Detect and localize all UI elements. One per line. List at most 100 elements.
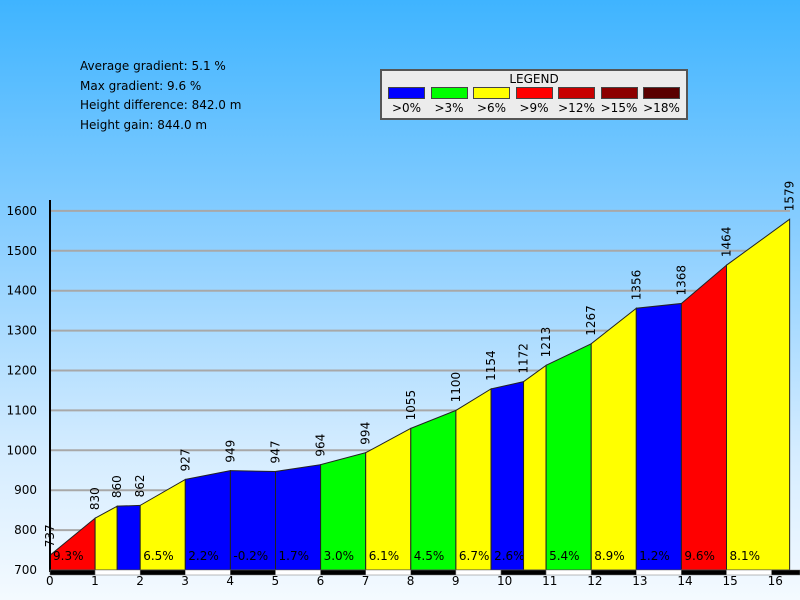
x-tick-label: 1 bbox=[91, 574, 99, 588]
legend-swatch bbox=[473, 87, 510, 99]
elevation-label: 1213 bbox=[539, 327, 553, 358]
segment-gradient-label: 4.5% bbox=[414, 549, 445, 563]
distance-bar-segment bbox=[365, 569, 412, 576]
gradient-segment bbox=[94, 505, 118, 571]
legend-swatch bbox=[600, 87, 638, 99]
elevation-label: 949 bbox=[223, 440, 237, 463]
legend-item: >3% bbox=[430, 87, 468, 115]
elevation-label: 1579 bbox=[783, 181, 797, 212]
distance-bar-segment bbox=[139, 569, 186, 576]
segment-gradient-label: 9.6% bbox=[684, 549, 715, 563]
segment-gradient-label: 6.7% bbox=[459, 549, 490, 563]
legend-label: >9% bbox=[519, 101, 549, 115]
legend-item: >6% bbox=[473, 87, 510, 115]
x-tick-label: 15 bbox=[723, 574, 738, 588]
distance-bar-segment bbox=[230, 569, 276, 576]
distance-bar-segment bbox=[49, 569, 96, 576]
legend-item: >0% bbox=[388, 87, 425, 115]
height-gain: Height gain: 844.0 m bbox=[80, 117, 208, 132]
legend-swatch bbox=[388, 87, 425, 99]
legend-label: >12% bbox=[558, 101, 595, 115]
distance-bar-segment bbox=[410, 569, 457, 576]
segment-gradient-label: 1.2% bbox=[639, 549, 670, 563]
x-tick-label: 6 bbox=[317, 574, 325, 588]
y-tick-label: 1000 bbox=[6, 443, 37, 457]
y-tick-label: 1100 bbox=[6, 403, 37, 417]
distance-bar-segment bbox=[185, 569, 231, 576]
elevation-label: 947 bbox=[269, 441, 283, 464]
elevation-label: 927 bbox=[178, 449, 192, 472]
legend-items: >0% >3% >6% >9% >12% >15% >18% bbox=[382, 87, 686, 115]
legend-label: >15% bbox=[600, 101, 638, 115]
distance-bar-segment bbox=[275, 569, 321, 576]
distance-bar-segment bbox=[455, 569, 502, 576]
x-tick-label: 16 bbox=[768, 574, 783, 588]
x-tick-label: 7 bbox=[362, 574, 370, 588]
legend-swatch bbox=[430, 87, 468, 99]
x-tick-label: 3 bbox=[181, 574, 189, 588]
elevation-label: 862 bbox=[133, 474, 147, 497]
elevation-label: 1154 bbox=[484, 350, 498, 381]
elevation-label: 1356 bbox=[629, 270, 643, 301]
gradient-segment bbox=[726, 218, 791, 571]
x-tick-label: 13 bbox=[632, 574, 647, 588]
x-tick-label: 11 bbox=[542, 574, 557, 588]
elevation-label: 964 bbox=[314, 434, 328, 457]
distance-bar-segment bbox=[94, 569, 141, 576]
x-tick-label: 8 bbox=[407, 574, 415, 588]
x-tick-label: 14 bbox=[677, 574, 692, 588]
max-gradient: Max gradient: 9.6 % bbox=[80, 78, 202, 93]
legend-item: >18% bbox=[643, 87, 680, 115]
segment-gradient-label: -0.2% bbox=[233, 549, 268, 563]
legend: LEGEND >0% >3% >6% >9% >12% >15% >18% bbox=[380, 69, 688, 120]
y-tick-label: 1400 bbox=[6, 284, 37, 298]
gradient-segment bbox=[635, 302, 682, 571]
segment-gradient-label: 1.7% bbox=[279, 549, 310, 563]
legend-swatch bbox=[515, 87, 553, 99]
x-tick-label: 5 bbox=[272, 574, 280, 588]
segment-gradient-label: 3.0% bbox=[324, 549, 355, 563]
elevation-label: 1267 bbox=[584, 305, 598, 336]
distance-bar-segment bbox=[320, 569, 366, 576]
x-tick-label: 2 bbox=[136, 574, 144, 588]
stats-panel: Average gradient: 5.1 % Max gradient: 9.… bbox=[80, 57, 241, 135]
gradient-segment bbox=[410, 409, 457, 571]
elevation-label: 994 bbox=[359, 422, 373, 445]
legend-label: >3% bbox=[434, 101, 464, 115]
gradient-segment bbox=[545, 342, 592, 571]
x-tick-label: 12 bbox=[587, 574, 602, 588]
y-tick-label: 900 bbox=[14, 483, 37, 497]
y-tick-label: 1500 bbox=[6, 244, 37, 258]
legend-swatch bbox=[558, 87, 595, 99]
elevation-label: 1172 bbox=[517, 343, 531, 374]
gradient-segment bbox=[490, 381, 525, 571]
elevation-label: 830 bbox=[88, 487, 102, 510]
segment-gradient-label: 2.2% bbox=[188, 549, 219, 563]
segment-gradient-label: 8.9% bbox=[594, 549, 625, 563]
average-gradient: Average gradient: 5.1 % bbox=[80, 59, 226, 73]
x-tick-label: 9 bbox=[452, 574, 460, 588]
y-tick-label: 1200 bbox=[6, 364, 37, 378]
elevation-label: 1055 bbox=[404, 390, 418, 421]
elevation-label: 860 bbox=[110, 475, 124, 498]
legend-label: >6% bbox=[476, 101, 507, 115]
legend-label: >18% bbox=[643, 101, 680, 115]
legend-item: >12% bbox=[558, 87, 595, 115]
gradient-segment bbox=[523, 364, 547, 571]
x-tick-label: 4 bbox=[226, 574, 234, 588]
segment-gradient-label: 6.5% bbox=[143, 549, 174, 563]
y-tick-label: 1300 bbox=[6, 324, 37, 338]
x-tick-label: 10 bbox=[497, 574, 512, 588]
segment-gradient-label: 8.1% bbox=[730, 549, 761, 563]
gradient-segment bbox=[680, 264, 727, 571]
elevation-label: 1368 bbox=[674, 265, 688, 296]
elevation-label: 1100 bbox=[449, 372, 463, 403]
legend-item: >9% bbox=[515, 87, 553, 115]
y-tick-label: 700 bbox=[14, 563, 37, 577]
gradient-segment bbox=[590, 307, 637, 571]
segment-gradient-label: 6.1% bbox=[369, 549, 400, 563]
elevation-label: 1464 bbox=[720, 227, 734, 258]
gradient-segment bbox=[116, 504, 141, 571]
segment-gradient-label: 5.4% bbox=[549, 549, 580, 563]
